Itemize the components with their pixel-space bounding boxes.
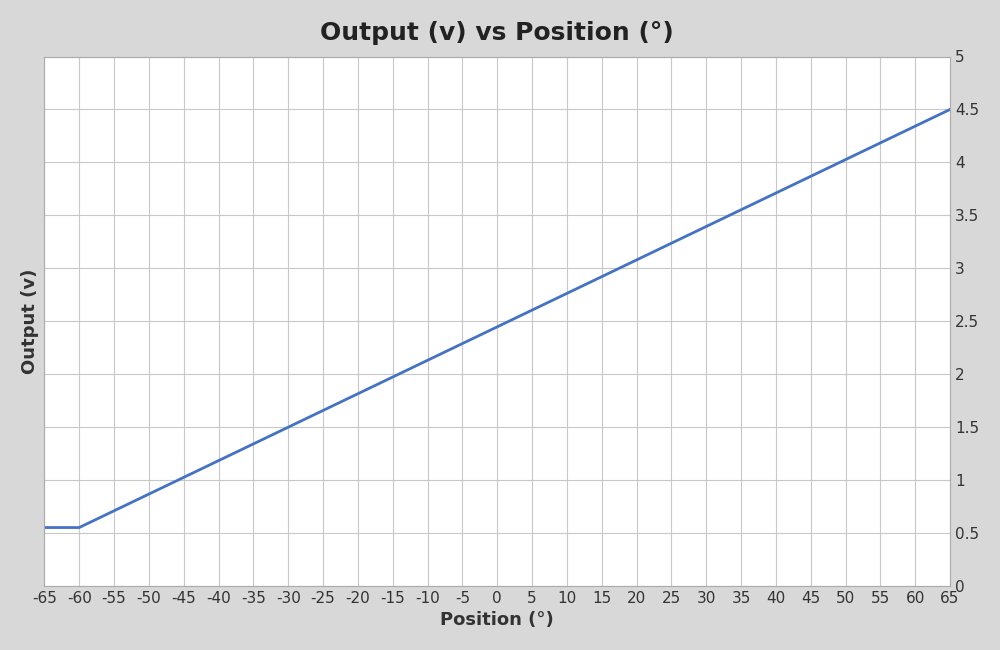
X-axis label: Position (°): Position (°) [440,611,554,629]
Title: Output (v) vs Position (°): Output (v) vs Position (°) [320,21,674,45]
Y-axis label: Output (v): Output (v) [21,268,39,374]
